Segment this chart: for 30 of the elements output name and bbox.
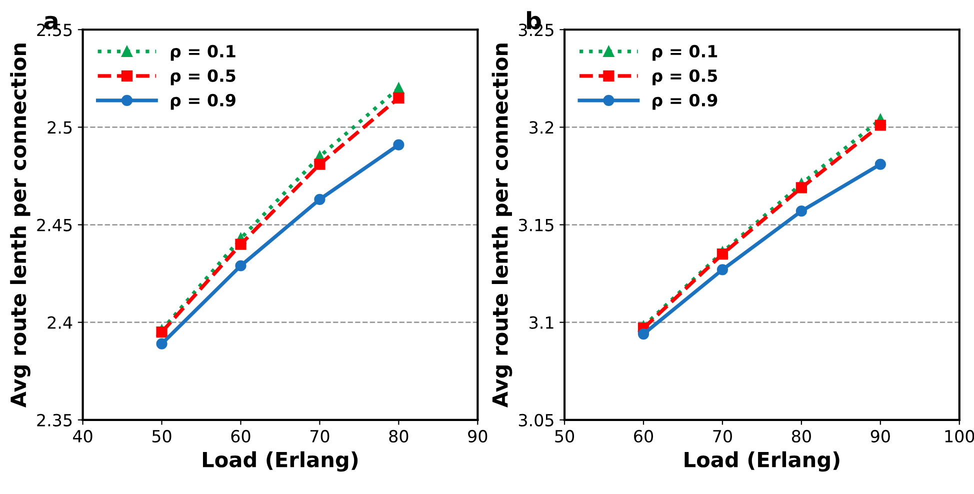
x-tick-label: 80	[792, 430, 811, 443]
legend-label: ρ = 0.1	[170, 44, 236, 61]
legend-label: ρ = 0.5	[652, 69, 718, 86]
y-tick-label: 2.35	[37, 414, 72, 426]
legend-label: ρ = 0.5	[170, 69, 236, 86]
y-tick-label: 3.15	[518, 218, 554, 232]
x-tick-label: 100	[945, 430, 974, 443]
x-tick-label: 70	[310, 430, 330, 443]
y-tick-label: 3.2	[530, 121, 554, 134]
y-axis-title: Avg route lenth per connection	[10, 44, 30, 408]
x-tick-label: 70	[713, 430, 732, 443]
legend-label: ρ = 0.9	[652, 94, 718, 110]
y-tick-label: 2.5	[48, 121, 72, 134]
y-tick-label: 2.4	[48, 316, 72, 329]
x-tick-label: 90	[870, 430, 890, 443]
legend-label: ρ = 0.1	[652, 44, 718, 61]
y-axis-title: Avg route lenth per connection	[492, 44, 512, 408]
x-tick-label: 80	[389, 430, 408, 443]
x-tick-label: 40	[73, 430, 92, 443]
x-tick-label: 60	[231, 430, 250, 443]
x-axis-title: Load (Erlang)	[684, 451, 840, 472]
y-tick-label: 2.45	[37, 218, 72, 232]
x-tick-label: 90	[468, 430, 488, 443]
x-axis-title: Load (Erlang)	[202, 451, 358, 472]
x-tick-label: 60	[634, 430, 653, 443]
y-tick-label: 3.05	[518, 414, 554, 426]
x-tick-label: 50	[555, 430, 574, 443]
legend-label: ρ = 0.9	[170, 94, 236, 110]
y-tick-label: 3.1	[530, 316, 554, 329]
x-tick-label: 50	[152, 430, 172, 443]
